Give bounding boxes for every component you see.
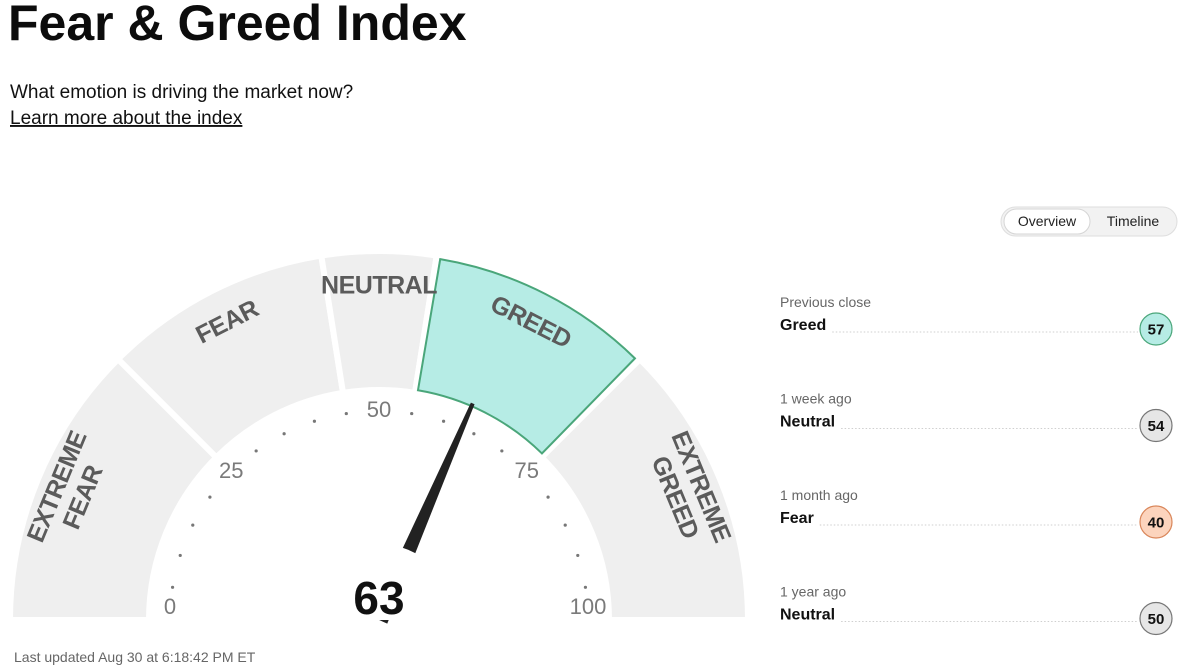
gauge-dot	[312, 419, 317, 423]
last-updated: Last updated Aug 30 at 6:18:42 PM ET	[14, 649, 256, 665]
subtitle: What emotion is driving the market now?	[10, 82, 353, 103]
page-title: Fear & Greed Index	[8, 0, 467, 51]
gauge-dot	[254, 449, 258, 453]
segment-label: NEUTRAL	[321, 272, 437, 300]
history-label: Neutral	[780, 414, 835, 431]
gauge-tick-label: 25	[219, 458, 243, 483]
history-period: 1 year ago	[780, 584, 846, 600]
gauge-dot	[344, 411, 348, 416]
tab[interactable]: Timeline	[1107, 213, 1160, 229]
gauge-dot	[410, 411, 414, 416]
history-value: 40	[1148, 515, 1165, 532]
gauge-tick-label: 0	[164, 594, 176, 619]
gauge-tick-label: 75	[515, 458, 539, 483]
history-period: Previous close	[780, 294, 871, 310]
gauge-dot	[282, 432, 286, 436]
history-badge	[1139, 312, 1173, 346]
gauge-tick-label: 50	[367, 397, 391, 422]
gauge-segment	[537, 354, 752, 623]
gauge: EXTREMEFEARFEARNEUTRALGREEDEXTREMEGREED0…	[6, 248, 752, 624]
gauge-tick-label: 100	[570, 594, 607, 619]
history-badge	[1139, 601, 1173, 636]
history-period: 1 week ago	[780, 391, 852, 407]
history-value: 54	[1148, 418, 1165, 435]
history-value: 50	[1148, 611, 1165, 628]
history-label: Greed	[780, 317, 826, 334]
history-list: Previous close Greed 57 1 week ago Neutral 54…	[780, 294, 1173, 636]
gauge-dot	[563, 523, 567, 527]
tab[interactable]: Overview	[1018, 213, 1077, 229]
gauge-dot	[546, 495, 550, 499]
gauge-dot	[583, 585, 588, 589]
learn-more-link[interactable]: Learn more about the index	[10, 108, 243, 129]
gauge-dot	[472, 432, 476, 436]
history-badge	[1139, 505, 1173, 539]
gauge-value: 63	[353, 572, 404, 624]
history-badge	[1139, 408, 1173, 443]
gauge-dot	[500, 449, 504, 453]
gauge-dot	[178, 553, 182, 558]
gauge-dot	[191, 523, 195, 527]
history-label: Fear	[780, 510, 814, 527]
history-label: Neutral	[780, 607, 835, 624]
history-period: 1 month ago	[780, 487, 858, 503]
gauge-dot	[576, 553, 580, 558]
gauge-dot	[208, 495, 212, 499]
gauge-center	[303, 544, 455, 620]
gauge-dot	[441, 419, 446, 423]
tab-active	[1003, 208, 1091, 235]
gauge-dot	[170, 585, 175, 589]
history-value: 57	[1148, 322, 1165, 339]
